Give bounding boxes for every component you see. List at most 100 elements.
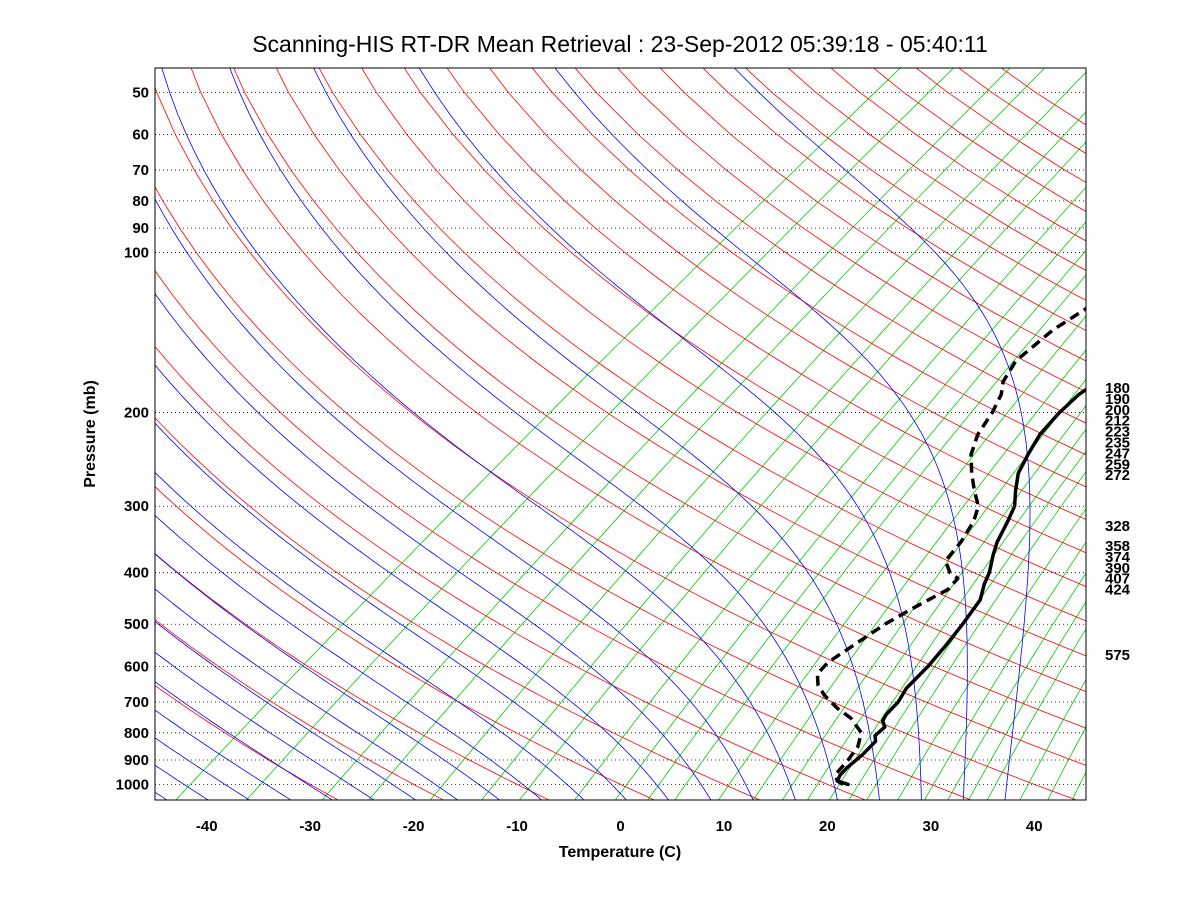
y-tick-label: 500 bbox=[124, 616, 149, 633]
plot-frame bbox=[154, 67, 1087, 801]
mixing-ratio-line bbox=[752, 349, 1086, 800]
dry-adiabat-line bbox=[155, 86, 1086, 766]
mixing-ratio-line bbox=[866, 471, 1086, 800]
dry-adiabat-line bbox=[155, 486, 656, 800]
dry-adiabat-line bbox=[446, 68, 1086, 521]
mixing-ratio-line bbox=[897, 508, 1086, 800]
moist-adiabat-line bbox=[155, 651, 375, 800]
temperature-profile-line bbox=[835, 387, 1086, 787]
y-tick-label: 800 bbox=[124, 725, 149, 742]
height-label: 328 bbox=[1105, 518, 1130, 535]
moist-adiabat-line bbox=[313, 68, 880, 800]
moist-adiabat-line bbox=[0, 41, 135, 807]
moist-adiabat-line bbox=[161, 68, 796, 800]
mixing-ratio-line bbox=[1047, 726, 1086, 800]
mixing-ratio-line bbox=[321, 68, 1011, 800]
height-label: 212 bbox=[1105, 413, 1130, 430]
dry-adiabat-line bbox=[489, 68, 1086, 488]
dry-adiabat-line bbox=[531, 68, 1086, 456]
dry-adiabat-line bbox=[233, 68, 1086, 693]
moist-adiabat-line bbox=[155, 553, 501, 800]
dry-adiabat-line bbox=[190, 68, 1086, 729]
y-tick-label: 700 bbox=[124, 694, 149, 711]
y-tick-label: 70 bbox=[132, 162, 149, 179]
y-tick-labels: 50 60 70 80 90 100 200 300 400 500 600 700 800 900 100… bbox=[116, 84, 149, 793]
moist-adiabat-line bbox=[0, 41, 94, 807]
moist-adiabat-line bbox=[155, 364, 670, 800]
dry-adiabat-line bbox=[318, 68, 1086, 622]
moist-adiabat-line bbox=[155, 737, 251, 800]
mixing-ratio-line bbox=[718, 315, 1086, 800]
dry-adiabat-line bbox=[155, 417, 761, 800]
x-tick-label: 0 bbox=[616, 818, 624, 835]
dry-adiabat-line bbox=[155, 185, 1078, 800]
height-label: 180 bbox=[1105, 380, 1130, 397]
height-label: 190 bbox=[1105, 391, 1130, 408]
profile-series bbox=[815, 306, 1086, 787]
moist-adiabat-line bbox=[554, 68, 968, 800]
dry-adiabat-line bbox=[155, 269, 972, 800]
y-tick-label: 100 bbox=[124, 244, 149, 261]
height-label: 247 bbox=[1105, 445, 1130, 462]
mixing-ratio-line bbox=[245, 68, 955, 800]
dry-adiabat-line bbox=[361, 68, 1086, 587]
moist-adiabat-line bbox=[155, 681, 334, 800]
dry-adiabat-line bbox=[155, 619, 445, 800]
mixing-ratio-line bbox=[574, 186, 1086, 800]
moist-adiabat-line bbox=[155, 588, 459, 800]
mixing-ratio-line bbox=[674, 274, 1086, 800]
y-tick-label: 80 bbox=[132, 193, 149, 210]
x-tick-label: -10 bbox=[506, 818, 528, 835]
y-tick-label: 200 bbox=[124, 405, 149, 422]
x-tick-label: -30 bbox=[299, 818, 321, 835]
dry-adiabat-line bbox=[403, 68, 1086, 554]
dry-adiabat-line bbox=[275, 68, 1086, 657]
height-label: 200 bbox=[1105, 402, 1130, 419]
mixing-ratio-line bbox=[429, 71, 1086, 800]
y-tick-label: 50 bbox=[132, 84, 149, 101]
moist-adiabat-line bbox=[155, 422, 627, 800]
plot-background bbox=[155, 68, 1086, 800]
y-tick-label: 90 bbox=[132, 220, 149, 237]
height-label: 223 bbox=[1105, 424, 1130, 441]
height-label: 259 bbox=[1105, 456, 1130, 473]
x-tick-label: 30 bbox=[922, 818, 939, 835]
moist-adiabat-line bbox=[733, 68, 1031, 800]
y-tick-label: 300 bbox=[124, 498, 149, 515]
dewpoint-profile-line bbox=[815, 306, 1086, 786]
moist-adiabat-line bbox=[155, 198, 754, 800]
height-label: 575 bbox=[1105, 647, 1130, 664]
mixing-ratio-line bbox=[1071, 771, 1086, 800]
mixing-ratio-line bbox=[518, 141, 1086, 800]
mixing-ratio-line bbox=[947, 572, 1086, 800]
x-tick-label: -40 bbox=[196, 818, 218, 835]
mixing-ratio-line bbox=[986, 628, 1086, 800]
height-label: 374 bbox=[1105, 549, 1131, 566]
x-tick-labels: -40 -30 -20 -10 0 10 20 30 40 bbox=[196, 818, 1043, 835]
mixing-ratio-line bbox=[923, 541, 1086, 800]
moist-adiabat-line bbox=[155, 764, 209, 800]
mixing-ratio-line bbox=[175, 68, 901, 800]
x-tick-label: -20 bbox=[403, 818, 425, 835]
x-tick-label: 40 bbox=[1026, 818, 1043, 835]
mixing-ratio-line bbox=[481, 111, 1086, 800]
x-tick-label: 20 bbox=[819, 818, 836, 835]
mixing-ratio-line bbox=[647, 249, 1086, 800]
height-labels: 1801902002122232352472592723283583743904… bbox=[1105, 380, 1131, 664]
height-label: 407 bbox=[1105, 571, 1130, 588]
height-label: 272 bbox=[1105, 467, 1130, 484]
x-tick-label: 10 bbox=[716, 818, 733, 835]
height-label: 358 bbox=[1105, 538, 1130, 555]
height-label: 390 bbox=[1105, 560, 1130, 577]
y-tick-label: 400 bbox=[124, 565, 149, 582]
mixing-ratio-line bbox=[1019, 678, 1086, 800]
height-label: 235 bbox=[1105, 435, 1130, 452]
mixing-ratio-line bbox=[968, 601, 1086, 800]
y-tick-label: 600 bbox=[124, 658, 149, 675]
moist-adiabat-line bbox=[155, 292, 712, 800]
background-thermo-lines bbox=[0, 41, 1086, 807]
moist-adiabat-line bbox=[418, 68, 922, 800]
height-label: 424 bbox=[1105, 582, 1131, 599]
mixing-ratio-line bbox=[368, 68, 1046, 800]
